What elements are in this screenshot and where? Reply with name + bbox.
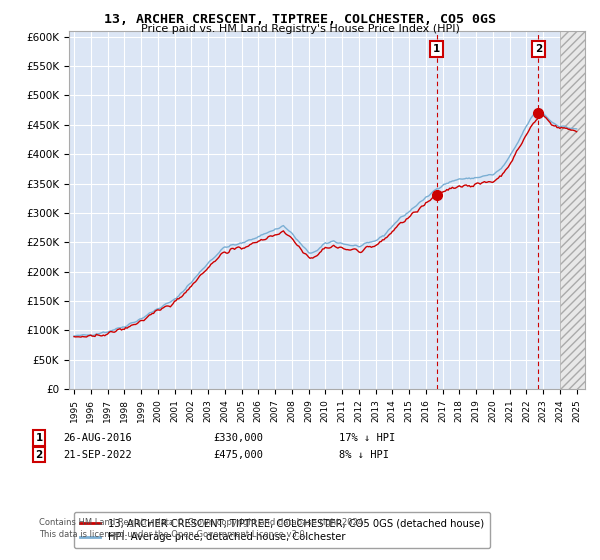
Text: 1: 1 <box>433 44 440 54</box>
Text: £475,000: £475,000 <box>213 450 263 460</box>
Text: 26-AUG-2016: 26-AUG-2016 <box>63 433 132 443</box>
Legend: 13, ARCHER CRESCENT, TIPTREE, COLCHESTER, CO5 0GS (detached house), HPI: Average: 13, ARCHER CRESCENT, TIPTREE, COLCHESTER… <box>74 512 490 548</box>
Text: 2: 2 <box>535 44 542 54</box>
Text: 17% ↓ HPI: 17% ↓ HPI <box>339 433 395 443</box>
Text: 8% ↓ HPI: 8% ↓ HPI <box>339 450 389 460</box>
Text: 2: 2 <box>35 450 43 460</box>
Text: 21-SEP-2022: 21-SEP-2022 <box>63 450 132 460</box>
Bar <box>560 31 585 389</box>
Text: £330,000: £330,000 <box>213 433 263 443</box>
Text: Contains HM Land Registry data © Crown copyright and database right 2024.
This d: Contains HM Land Registry data © Crown c… <box>39 518 365 539</box>
Text: 1: 1 <box>35 433 43 443</box>
Text: 13, ARCHER CRESCENT, TIPTREE, COLCHESTER, CO5 0GS: 13, ARCHER CRESCENT, TIPTREE, COLCHESTER… <box>104 13 496 26</box>
Text: Price paid vs. HM Land Registry's House Price Index (HPI): Price paid vs. HM Land Registry's House … <box>140 24 460 34</box>
